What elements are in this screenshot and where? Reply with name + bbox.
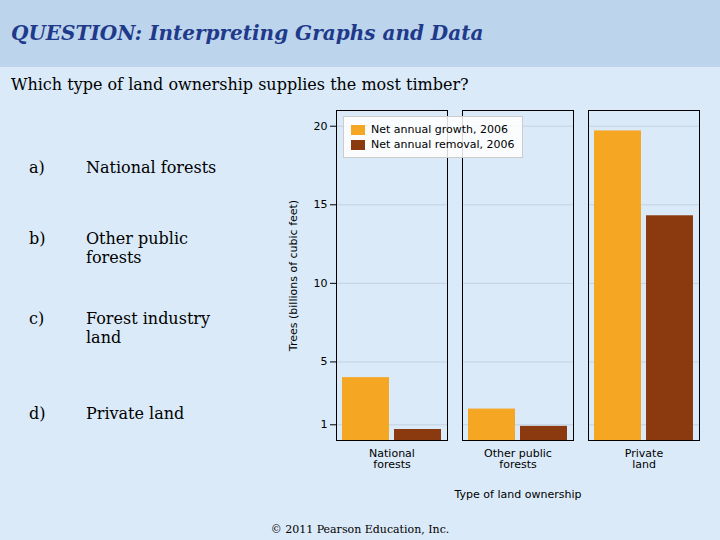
html-text:Private land: Private land (86, 404, 185, 423)
svg-text:5: 5 (321, 355, 328, 368)
html-text:b): b) (29, 229, 46, 248)
html-text:c): c) (29, 309, 45, 328)
html-text:QUESTION: Interpreting Graphs: QUESTION: Interpreting Graphs and Data (11, 21, 484, 45)
svg-text:Trees (billions of cubic feet): Trees (billions of cubic feet) (287, 200, 300, 352)
html-text:© 2011 Pearson Education, Inc.: © 2011 Pearson Education, Inc. (270, 523, 450, 536)
html-text:a): a) (29, 158, 45, 177)
svg-text:15: 15 (314, 198, 328, 211)
html-text:Net annual removal, 2006: Net annual removal, 2006 (371, 138, 515, 151)
svg-text:Type of land ownership: Type of land ownership (454, 488, 582, 501)
svg-text:Privateland: Privateland (625, 447, 664, 471)
svg-text:20: 20 (314, 120, 328, 133)
svg-text:1: 1 (321, 418, 328, 431)
html-text:Forest industry land: Forest industry land (86, 309, 210, 348)
html-text:d): d) (29, 404, 46, 423)
svg-text:10: 10 (314, 277, 328, 290)
svg-text:Other publicforests: Other publicforests (484, 447, 552, 471)
html-text:Net annual growth, 2006: Net annual growth, 2006 (371, 123, 508, 136)
html-text:Other public forests: Other public forests (86, 229, 188, 268)
html-text:National forests: National forests (86, 158, 217, 177)
html-text:Which type of land ownership s: Which type of land ownership supplies th… (11, 75, 469, 94)
svg-text:Nationalforests: Nationalforests (369, 447, 415, 471)
